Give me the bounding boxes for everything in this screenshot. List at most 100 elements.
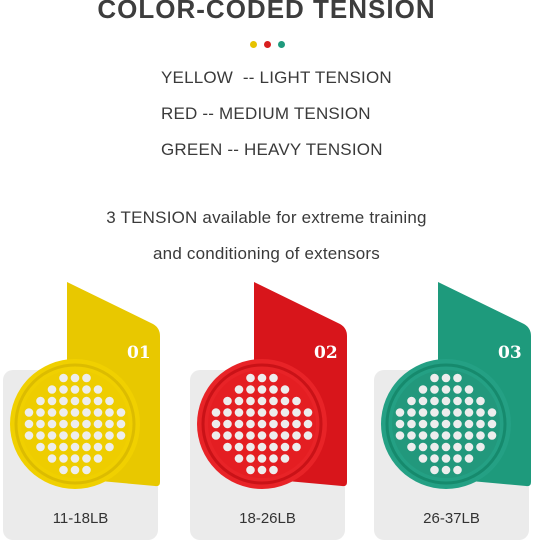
ring-hole (246, 442, 255, 452)
legend-red: RED -- MEDIUM TENSION (161, 104, 371, 123)
ring-hole (430, 431, 439, 440)
ring-hole (211, 419, 221, 429)
ring-hole (59, 373, 68, 383)
ring-hole (487, 408, 497, 417)
page-title: COLOR-CODED TENSION (97, 0, 436, 24)
ring-hole (487, 431, 497, 440)
ring-hole (269, 396, 278, 406)
ring-hole (292, 431, 301, 440)
ring-hole (430, 419, 439, 429)
ring-hole (36, 408, 45, 417)
ring-hole (395, 419, 405, 429)
ring-hole (24, 431, 34, 440)
ring-hole (59, 385, 68, 394)
ring-hole (24, 419, 34, 429)
ring-hole (441, 465, 451, 475)
ring-hole (453, 385, 462, 394)
ring-hole (476, 419, 485, 429)
ring-hole (93, 396, 103, 406)
ring-hole (36, 419, 45, 429)
ring-hole (441, 385, 451, 394)
ring-hole (234, 442, 244, 452)
ring-hole (430, 385, 439, 394)
grip-ring (381, 359, 511, 489)
ring-hole (70, 385, 80, 394)
ring-hole (116, 408, 126, 417)
ring-hole (47, 431, 57, 440)
ring-hole (441, 442, 451, 452)
ring-hole (303, 408, 313, 417)
ring-hole (223, 408, 232, 417)
tension-range-label: 11-18LB (52, 510, 109, 527)
ring-hole (280, 431, 290, 440)
ring-hole (246, 408, 255, 417)
ring-hole (246, 419, 255, 429)
ring-hole (269, 419, 278, 429)
ring-hole (82, 431, 91, 440)
ring-hole (453, 465, 462, 475)
ring-hole (93, 442, 103, 452)
ring-hole (464, 385, 474, 394)
ring-hole (234, 431, 244, 440)
ring-hole (105, 431, 114, 440)
ring-hole (47, 442, 57, 452)
ring-hole (70, 396, 80, 406)
ring-hole (476, 396, 485, 406)
card-number: 01 (127, 343, 151, 363)
ring-hole (418, 419, 428, 429)
ring-hole (234, 396, 244, 406)
ring-hole (70, 419, 80, 429)
ring-hole (82, 373, 91, 383)
ring-hole (453, 419, 462, 429)
ring-hole (246, 396, 255, 406)
grip-ring-red-image: 02 (197, 282, 347, 489)
ring-hole (59, 431, 68, 440)
ring-hole (82, 442, 91, 452)
ring-hole (257, 465, 267, 475)
ring-hole (407, 442, 416, 452)
ring-hole (59, 396, 68, 406)
ring-hole (453, 431, 462, 440)
ring-hole (59, 465, 68, 475)
ring-hole (116, 431, 126, 440)
ring-hole (303, 419, 313, 429)
ring-hole (223, 396, 232, 406)
ring-hole (70, 454, 80, 463)
ring-hole (418, 396, 428, 406)
ring-hole (105, 408, 114, 417)
ring-hole (47, 385, 57, 394)
ring-hole (257, 385, 267, 394)
ring-hole (82, 408, 91, 417)
ring-hole (59, 419, 68, 429)
ring-hole (82, 396, 91, 406)
ring-hole (430, 408, 439, 417)
ring-hole (223, 431, 232, 440)
ring-hole (418, 408, 428, 417)
ring-hole (441, 396, 451, 406)
ring-hole (234, 385, 244, 394)
ring-hole (464, 454, 474, 463)
ring-hole (464, 396, 474, 406)
ring-hole (246, 431, 255, 440)
ring-hole (430, 396, 439, 406)
ring-hole (116, 419, 126, 429)
ring-hole (441, 431, 451, 440)
ring-hole (223, 442, 232, 452)
ring-hole (47, 408, 57, 417)
description-line-1: 3 TENSION available for extreme training (106, 208, 427, 227)
tension-card-yellow: 01 11-18LB (3, 282, 163, 542)
ring-hole (441, 373, 451, 383)
ring-hole (418, 385, 428, 394)
tension-range-label: 26-37LB (423, 510, 480, 527)
red-dot (264, 41, 271, 48)
ring-hole (257, 431, 267, 440)
ring-hole (24, 408, 34, 417)
ring-hole (407, 408, 416, 417)
ring-hole (464, 431, 474, 440)
ring-hole (430, 373, 439, 383)
ring-hole (36, 431, 45, 440)
ring-hole (292, 442, 301, 452)
ring-hole (234, 454, 244, 463)
ring-hole (36, 396, 45, 406)
ring-hole (93, 431, 103, 440)
